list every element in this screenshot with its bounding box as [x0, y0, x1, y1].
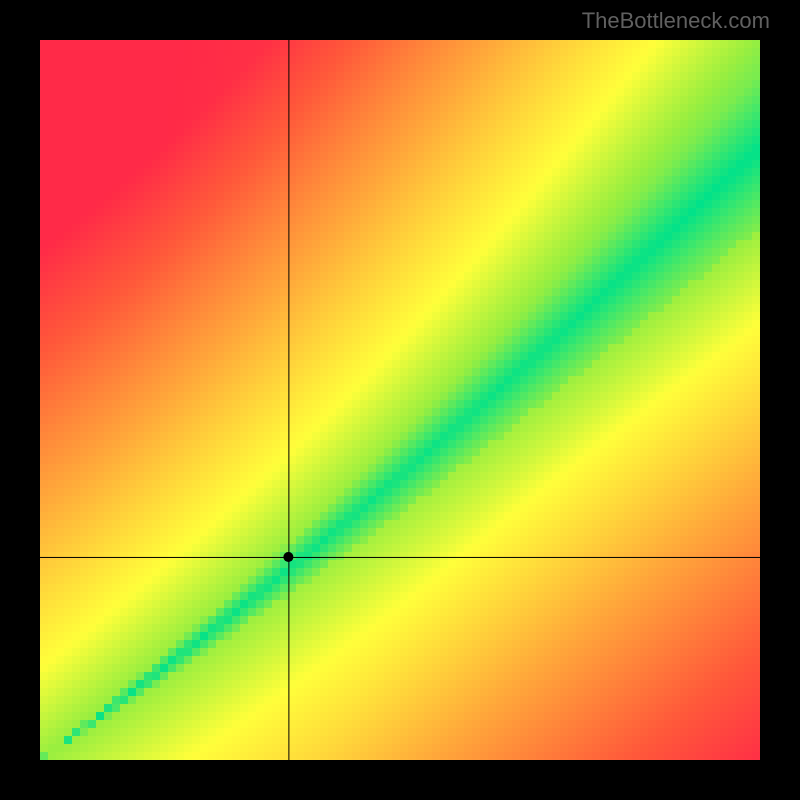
heatmap-plot [40, 40, 760, 760]
watermark-text: TheBottleneck.com [582, 8, 770, 34]
heatmap-canvas [40, 40, 760, 760]
